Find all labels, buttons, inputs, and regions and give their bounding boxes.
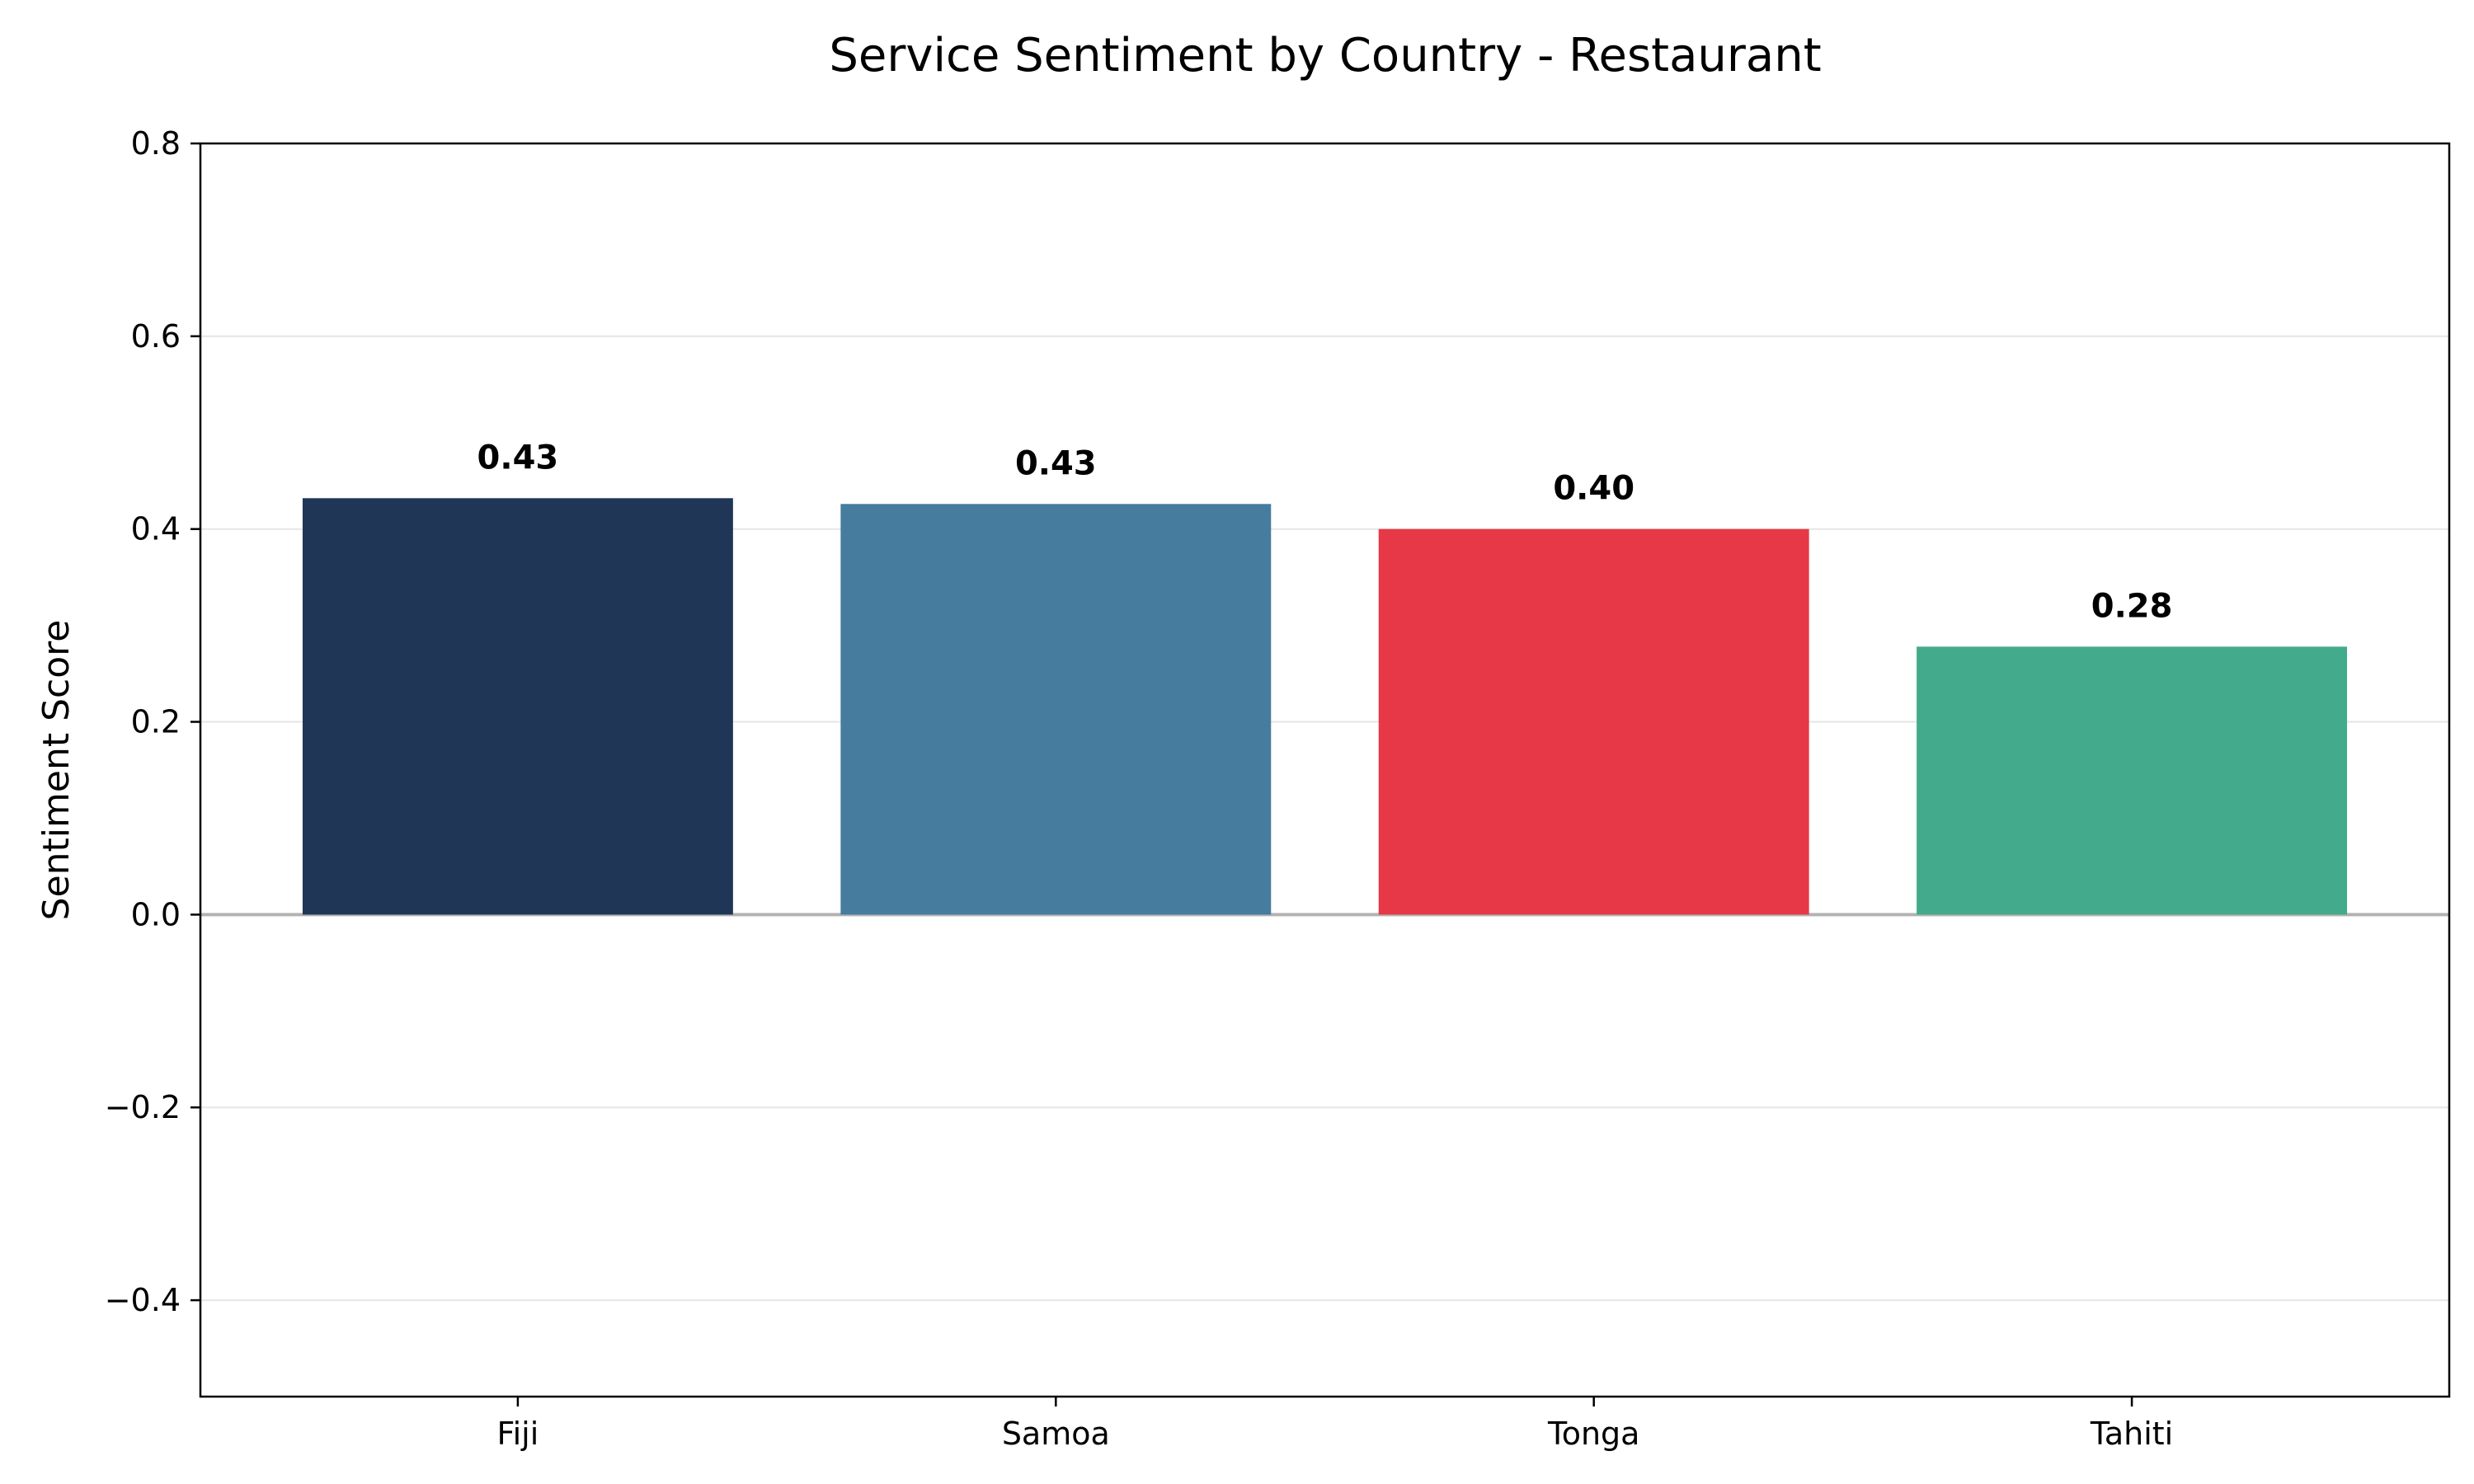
y-axis-title: Sentiment Score <box>35 620 78 921</box>
value-label-fiji: 0.43 <box>477 439 559 477</box>
x-tick-label-tahiti: Tahiti <box>2090 1416 2173 1452</box>
y-tick-label-0: −0.4 <box>105 1282 181 1318</box>
chart-title: Service Sentiment by Country - Restauran… <box>829 29 1821 82</box>
plot-frame <box>199 142 2451 1398</box>
value-label-tahiti: 0.28 <box>2091 587 2173 625</box>
x-tick-label-fiji: Fiji <box>497 1416 539 1452</box>
x-tick-label-tonga: Tonga <box>1547 1416 1640 1452</box>
value-label-tonga: 0.40 <box>1553 470 1634 508</box>
y-tick-label-4: 0.4 <box>131 511 181 547</box>
bar-tonga <box>1378 528 1809 915</box>
value-labels: 0.43 0.43 0.40 0.28 <box>477 439 2173 625</box>
bar-tahiti <box>1917 646 2348 915</box>
y-axis-ticks: −0.4 −0.2 0.0 0.2 0.4 0.6 0.8 <box>105 125 200 1318</box>
y-tick-label-6: 0.8 <box>131 125 181 162</box>
bar-fiji <box>302 498 733 915</box>
value-label-samoa: 0.43 <box>1015 444 1097 482</box>
x-axis-ticks: Fiji Samoa Tonga Tahiti <box>497 1397 2173 1452</box>
y-tick-label-2: 0.0 <box>131 896 181 932</box>
y-tick-label-1: −0.2 <box>105 1089 181 1125</box>
y-tick-label-3: 0.2 <box>131 704 181 740</box>
bar-samoa <box>840 504 1272 915</box>
bars <box>302 498 2348 915</box>
y-tick-label-5: 0.6 <box>131 318 181 355</box>
x-tick-label-samoa: Samoa <box>1002 1416 1110 1452</box>
